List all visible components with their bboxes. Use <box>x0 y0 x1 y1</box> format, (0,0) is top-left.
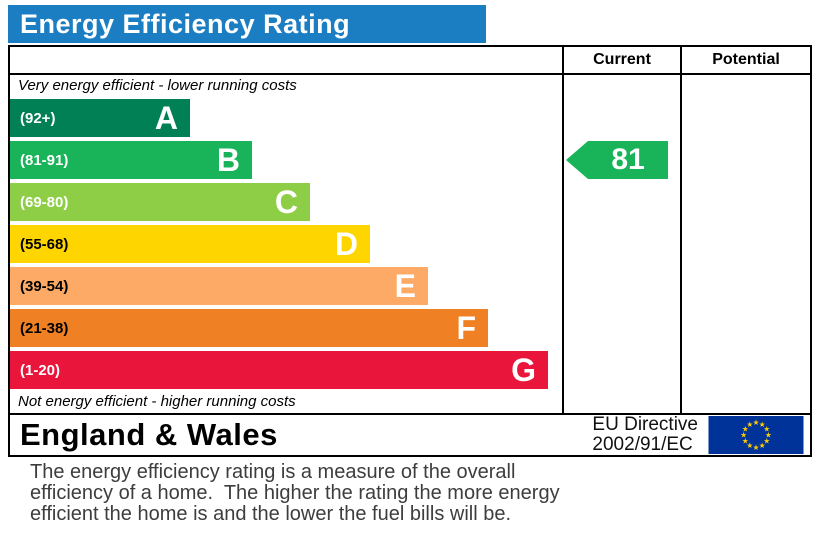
eu-directive-label: EU Directive 2002/91/EC <box>592 415 698 455</box>
band-bar-e: (39-54) E <box>10 267 428 305</box>
svg-text:★: ★ <box>742 437 749 446</box>
band-bar-d: (55-68) D <box>10 225 370 263</box>
band-row-a: (92+) A <box>10 97 562 139</box>
top-note: Very energy efficient - lower running co… <box>18 77 297 94</box>
band-row-e: (39-54) E <box>10 265 562 307</box>
page-title: Energy Efficiency Rating <box>8 5 486 43</box>
band-bar-f: (21-38) F <box>10 309 488 347</box>
description-text: The energy efficiency rating is a measur… <box>30 462 560 525</box>
band-row-f: (21-38) F <box>10 307 562 349</box>
band-range-label: (21-38) <box>20 319 69 337</box>
band-letter: A <box>154 100 178 136</box>
svg-text:★: ★ <box>753 418 760 427</box>
band-letter: F <box>456 310 476 346</box>
eu-directive-line1: EU Directive <box>592 414 698 435</box>
description-line-2: efficiency of a home. The higher the rat… <box>30 482 560 504</box>
eu-directive-line2: 2002/91/EC <box>592 434 693 455</box>
band-bar-b: (81-91) B <box>10 141 252 179</box>
band-letter: E <box>394 268 416 304</box>
band-bar-c: (69-80) C <box>10 183 310 221</box>
description-line-3: efficient the home is and the lower the … <box>30 503 512 525</box>
chart-body: Very energy efficient - lower running co… <box>10 75 810 413</box>
svg-text:★: ★ <box>746 420 753 429</box>
svg-text:★: ★ <box>740 431 747 440</box>
band-bar-g: (1-20) G <box>10 351 548 389</box>
band-bar-a: (92+) A <box>10 99 190 137</box>
band-letter: D <box>334 226 358 262</box>
band-range-label: (92+) <box>20 109 56 127</box>
band-row-g: (1-20) G <box>10 349 562 391</box>
current-column-header: Current <box>562 47 680 73</box>
eu-flag-icon: ★ ★ ★ ★ ★ ★ ★ ★ ★ ★ ★ ★ <box>708 416 804 454</box>
potential-column-header: Potential <box>680 47 810 73</box>
bands-column: Very energy efficient - lower running co… <box>10 75 562 413</box>
column-header-row: Current Potential <box>10 47 810 75</box>
svg-text:★: ★ <box>763 424 770 433</box>
svg-text:★: ★ <box>765 431 772 440</box>
bottom-note: Not energy efficient - higher running co… <box>18 393 296 410</box>
current-rating-arrow: 81 <box>566 141 668 179</box>
band-row-d: (55-68) D <box>10 223 562 265</box>
svg-text:★: ★ <box>759 441 766 450</box>
band-letter: G <box>511 352 536 388</box>
arrow-left-point-icon <box>566 141 588 179</box>
chart-footer: England & Wales EU Directive 2002/91/EC … <box>10 413 810 455</box>
potential-column <box>680 75 810 413</box>
band-row-b: (81-91) B <box>10 139 562 181</box>
band-range-label: (39-54) <box>20 277 69 295</box>
band-row-c: (69-80) C <box>10 181 562 223</box>
band-range-label: (1-20) <box>20 361 61 379</box>
svg-text:★: ★ <box>742 424 749 433</box>
svg-text:★: ★ <box>763 437 770 446</box>
svg-text:★: ★ <box>759 420 766 429</box>
current-column: 81 <box>562 75 680 413</box>
band-letter: B <box>216 142 240 178</box>
band-range-label: (69-80) <box>20 193 69 211</box>
svg-text:★: ★ <box>753 443 760 452</box>
band-range-label: (81-91) <box>20 151 69 169</box>
current-rating-value: 81 <box>588 141 668 179</box>
svg-text:★: ★ <box>746 441 753 450</box>
region-label: England & Wales <box>20 417 278 452</box>
energy-rating-chart: Current Potential Very energy efficient … <box>8 45 812 457</box>
band-range-label: (55-68) <box>20 235 69 253</box>
description-line-1: The energy efficiency rating is a measur… <box>30 461 516 483</box>
band-letter: C <box>274 184 298 220</box>
header-spacer <box>10 47 562 73</box>
